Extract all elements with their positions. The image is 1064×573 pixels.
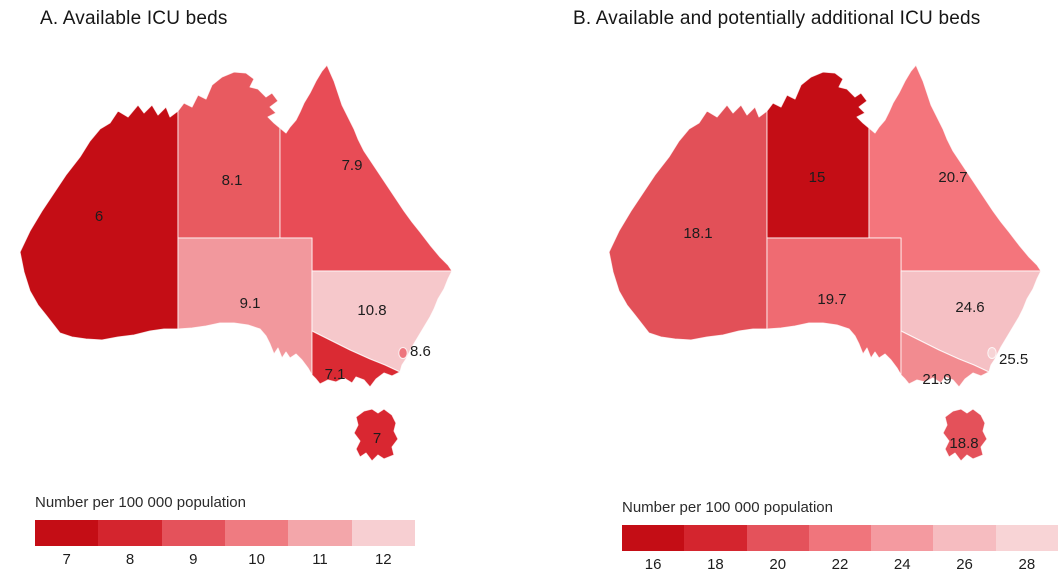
value-label-nsw-panel-a: 10.8 [357, 302, 386, 319]
value-label-vic-panel-a: 7.1 [325, 366, 346, 383]
legend-b-tick-3: 20 [769, 556, 787, 573]
panel-a-title: A. Available ICU beds [40, 8, 228, 29]
legend-a-segment-3 [161, 520, 225, 546]
value-label-sa-panel-b: 19.7 [817, 291, 846, 308]
value-label-nsw-panel-b: 24.6 [955, 299, 984, 316]
state-tas-panel-b [942, 408, 988, 462]
state-act-panel-b [987, 347, 997, 359]
legend-a-tick-2: 8 [125, 551, 135, 568]
legend-b-segment-4 [808, 525, 872, 551]
value-label-act-panel-a: 8.6 [410, 343, 431, 360]
legend-b-title: Number per 100 000 population [622, 499, 833, 516]
legend-a-tick-4: 10 [248, 551, 265, 568]
legend-b-ticks: 16 18 20 22 24 26 28 [622, 556, 1058, 573]
legend-b-segment-5 [871, 525, 934, 551]
australia-choropleth-a: 6 8.1 7.9 9.1 10.8 7.1 7 8.6 [20, 65, 453, 462]
value-label-nt-panel-b: 15 [809, 169, 826, 186]
state-vic-panel-b [900, 330, 990, 388]
legend-a-ticks: 7 8 9 10 11 12 [35, 551, 415, 568]
state-nt-panel-a [177, 71, 281, 239]
state-nt-panel-b [766, 71, 870, 239]
value-label-nt-panel-a: 8.1 [222, 172, 243, 189]
legend-a-tick-5: 11 [312, 551, 328, 568]
legend-b-tick-2: 18 [707, 556, 724, 573]
state-qld-panel-a [279, 65, 453, 272]
legend-b-segment-2 [684, 525, 747, 551]
legend-a-tick-6: 12 [374, 551, 392, 568]
australia-map-available-and-additional-icu-beds: 18.1 15 20.7 19.7 24.6 21.9 18.8 25.5 [609, 65, 1059, 475]
legend-a-segment-5 [288, 520, 352, 546]
state-tas-panel-a [353, 408, 399, 462]
legend-a-segment-6 [351, 520, 415, 546]
state-act-panel-a [398, 347, 408, 359]
legend-b-segment-6 [933, 525, 996, 551]
panel-b-title: B. Available and potentially additional … [573, 8, 981, 29]
value-label-wa-panel-b: 18.1 [683, 225, 712, 242]
legend-b-segment-3 [746, 525, 809, 551]
value-label-qld-panel-a: 7.9 [342, 157, 363, 174]
legend-b: Number per 100 000 population 16 18 20 22 24… [622, 499, 1058, 573]
state-vic-panel-a [311, 330, 401, 388]
legend-a-segment-1 [35, 520, 99, 546]
legend-a: Number per 100 000 population 7 8 9 10 11 12 [35, 494, 415, 568]
state-wa-panel-a [20, 104, 179, 341]
value-label-qld-panel-b: 20.7 [938, 169, 967, 186]
legend-b-segment-1 [622, 525, 685, 551]
legend-b-tick-5: 24 [893, 556, 911, 573]
value-label-vic-panel-b: 21.9 [922, 371, 951, 388]
legend-b-segment-7 [995, 525, 1058, 551]
state-qld-panel-b [868, 65, 1042, 272]
legend-a-segment-4 [224, 520, 289, 546]
legend-b-tick-1: 16 [644, 556, 662, 573]
legend-b-colorbar [622, 525, 1058, 551]
state-sa-panel-a [177, 237, 313, 376]
value-label-tas-panel-b: 18.8 [949, 435, 978, 452]
value-label-wa-panel-a: 6 [95, 208, 103, 225]
australia-choropleth-b: 18.1 15 20.7 19.7 24.6 21.9 18.8 25.5 [609, 65, 1042, 462]
legend-a-title: Number per 100 000 population [35, 494, 246, 511]
value-label-act-panel-b: 25.5 [999, 351, 1028, 368]
value-label-sa-panel-a: 9.1 [240, 295, 261, 312]
legend-b-tick-4: 22 [831, 556, 849, 573]
legend-b-tick-6: 26 [956, 556, 973, 573]
legend-a-tick-3: 9 [189, 551, 198, 568]
legend-a-tick-1: 7 [62, 551, 71, 568]
value-label-tas-panel-a: 7 [373, 430, 381, 447]
australia-map-available-icu-beds: 6 8.1 7.9 9.1 10.8 7.1 7 8.6 [20, 65, 470, 475]
legend-a-segment-2 [98, 520, 162, 546]
legend-a-colorbar [35, 520, 415, 546]
legend-b-tick-7: 28 [1018, 556, 1036, 573]
state-wa-panel-b [609, 104, 768, 341]
state-sa-panel-b [766, 237, 902, 376]
